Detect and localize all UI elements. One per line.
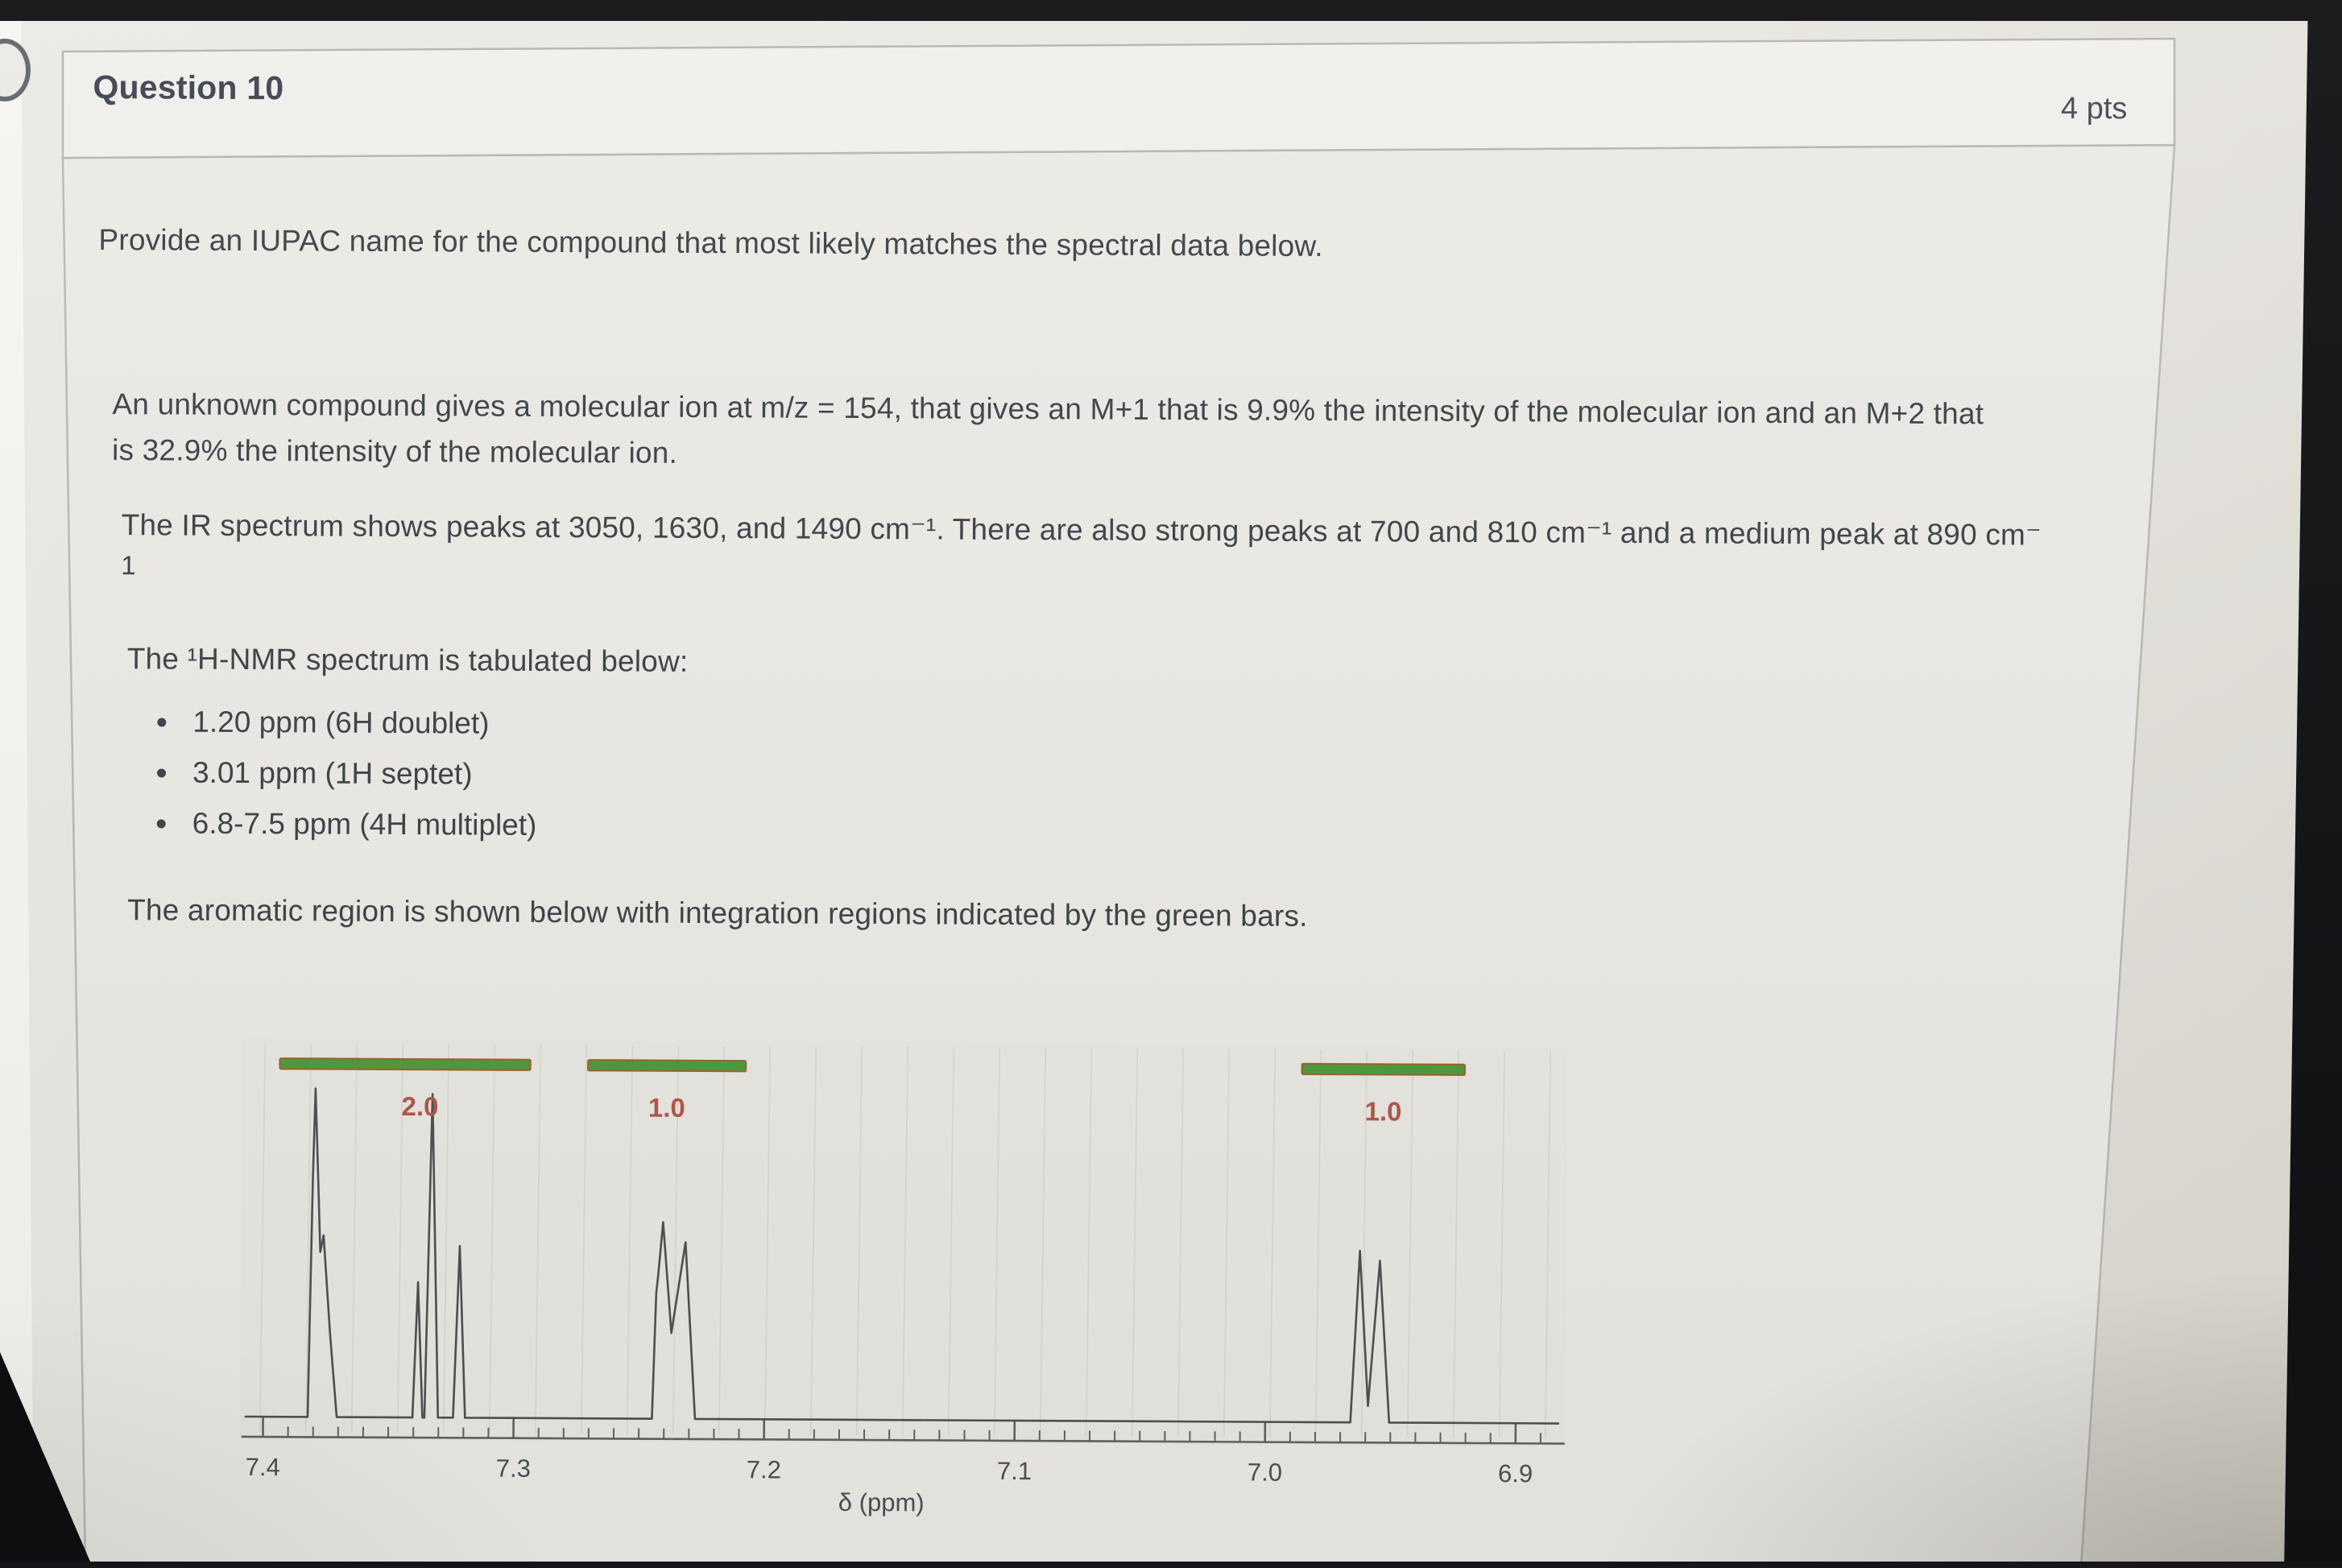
integration-bar [588,1060,746,1071]
integration-label: 2.0 [401,1091,438,1121]
photo-top-bezel [0,0,2342,21]
integration-bar [1302,1064,1465,1075]
x-tick-label: 6.9 [1498,1459,1533,1487]
x-tick-label: 7.1 [997,1457,1032,1485]
x-tick-label: 7.4 [246,1453,280,1481]
x-tick-label: 7.3 [496,1454,531,1483]
integration-label: 1.0 [648,1093,685,1123]
x-tick-label: 7.0 [1248,1458,1282,1487]
x-axis-title: δ (ppm) [838,1488,925,1517]
integration-bar [280,1058,531,1070]
integration-label: 1.0 [1365,1096,1402,1126]
x-tick-label: 7.2 [747,1455,781,1483]
